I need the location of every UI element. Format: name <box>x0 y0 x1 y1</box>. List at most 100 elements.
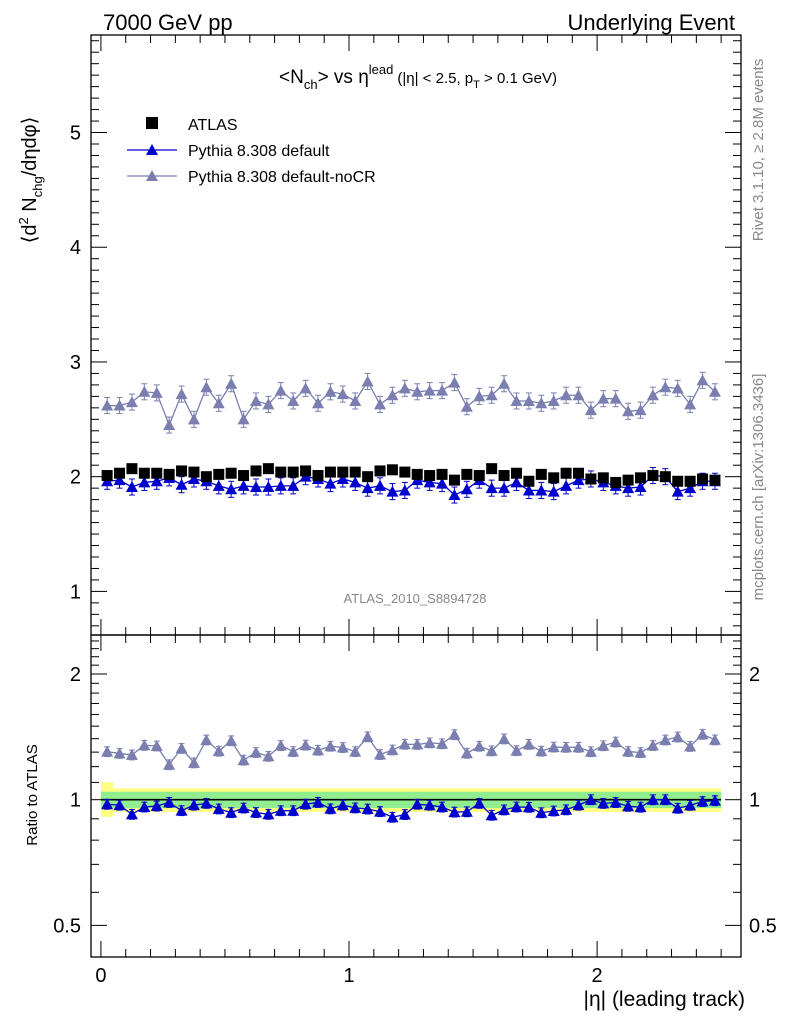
pythia-8-308-default-nocr-point <box>349 394 362 406</box>
ratio-pythia-8-308-default-nocr-point <box>361 730 374 742</box>
ratio-pythia-8-308-default-point <box>312 796 325 808</box>
pythia-8-308-default-point <box>336 472 349 484</box>
ratio-pythia-8-308-default-nocr-point <box>659 733 672 745</box>
pythia-8-308-default-nocr-point <box>560 389 573 401</box>
pythia-8-308-default-nocr-point <box>361 375 374 387</box>
atlas-point <box>324 466 336 478</box>
pythia-8-308-default-point <box>485 482 498 494</box>
atlas-point <box>411 468 423 480</box>
ratio-pythia-8-308-default-nocr-point <box>237 754 250 766</box>
ratio-pythia-8-308-default-nocr-point <box>138 739 151 751</box>
ratio-pythia-8-308-default-point <box>423 799 436 811</box>
pythia-8-308-default-nocr-point <box>125 396 138 408</box>
pythia-8-308-default-nocr-point <box>386 389 399 401</box>
pythia-8-308-default-nocr-line <box>107 379 716 427</box>
y-tick-label-main: 5 <box>70 123 81 145</box>
ratio-pythia-8-308-default-nocr-point <box>299 739 312 751</box>
pythia-8-308-default-point <box>349 476 362 488</box>
ratio-pythia-8-308-default-nocr-point <box>671 730 684 742</box>
atlas-point <box>697 473 709 485</box>
ratio-series <box>101 728 721 823</box>
y-tick-label-ratio-right: 0.5 <box>749 915 777 937</box>
ratio-pythia-8-308-default-point <box>237 802 250 814</box>
ratio-pythia-8-308-default-nocr-point <box>113 747 126 759</box>
atlas-point <box>225 467 237 479</box>
ratio-pythia-8-308-default-nocr-point <box>125 748 138 760</box>
plot-title-main-prefix: <N <box>279 67 304 88</box>
y-tick-label-main: 3 <box>70 352 81 374</box>
ratio-pythia-8-308-default-nocr-point <box>485 744 498 756</box>
pythia-8-308-default-point <box>150 475 163 487</box>
pythia-8-308-default-nocr-point <box>597 392 610 404</box>
y-tick-label-ratio-right: 2 <box>749 664 760 686</box>
pythia-8-308-default-nocr-point <box>274 384 287 396</box>
pythia-8-308-default-nocr-point <box>436 384 449 396</box>
pythia-8-308-default-point <box>125 481 138 493</box>
ylabel-part-c: N <box>19 197 41 217</box>
ylabel-part-a: ⟨d <box>19 224 41 243</box>
pythia-8-308-default-point <box>287 479 300 491</box>
pythia-8-308-default-nocr-point <box>460 400 473 412</box>
legend-atlas-marker <box>146 117 158 129</box>
ratio-pythia-8-308-default-point <box>522 801 535 813</box>
atlas-point <box>684 475 696 487</box>
ratio-pythia-8-308-default-point <box>324 802 337 814</box>
pythia-8-308-default-point <box>212 479 225 491</box>
ratio-pythia-8-308-default-nocr-point <box>101 745 114 757</box>
plot-title-cuts-sub: T <box>473 79 480 91</box>
pythia-8-308-default-nocr-point <box>510 394 523 406</box>
ratio-pythia-8-308-default-nocr-point <box>547 741 560 753</box>
ratio-pythia-8-308-default-point <box>299 798 312 810</box>
ratio-pythia-8-308-default-nocr-point <box>609 736 622 748</box>
y-tick-label-main: 1 <box>70 581 81 603</box>
ratio-pythia-8-308-default-point <box>398 808 411 820</box>
atlas-point <box>424 470 436 482</box>
atlas-point <box>560 467 572 479</box>
pythia-8-308-default-nocr-point <box>163 419 176 431</box>
pythia-8-308-default-nocr-point <box>312 397 325 409</box>
ratio-pythia-8-308-default-point <box>708 794 721 806</box>
pythia-8-308-default-nocr-point <box>336 388 349 400</box>
atlas-point <box>312 470 324 482</box>
atlas-point <box>610 476 622 488</box>
pythia-8-308-default-nocr-point <box>237 413 250 425</box>
pythia-8-308-default-point <box>460 483 473 495</box>
pythia-8-308-default-point <box>374 479 387 491</box>
atlas-point <box>672 475 684 487</box>
atlas-point <box>275 466 287 478</box>
ratio-pythia-8-308-default-point <box>473 797 486 809</box>
x-tick-label: 1 <box>343 965 354 987</box>
pythia-8-308-default-point <box>622 482 635 494</box>
ratio-pythia-8-308-default-point <box>386 811 399 823</box>
pythia-8-308-default-point <box>187 472 200 484</box>
ratio-pythia-8-308-default-nocr-point <box>460 747 473 759</box>
pythia-8-308-default-point <box>175 478 188 490</box>
pythia-8-308-default-point <box>448 489 461 501</box>
atlas-point <box>349 466 361 478</box>
legend-nocr-marker <box>146 170 158 181</box>
ratio-pythia-8-308-default-point <box>113 799 126 811</box>
atlas-point <box>498 470 510 482</box>
ratio-pythia-8-308-default-point <box>101 798 114 810</box>
ratio-pythia-8-308-default-nocr-point <box>411 738 424 750</box>
ratio-pythia-8-308-default-point <box>597 797 610 809</box>
atlas-point <box>101 470 113 482</box>
ratio-pythia-8-308-default-point <box>671 802 684 814</box>
pythia-8-308-default-nocr-point <box>411 385 424 397</box>
pythia-8-308-default-point <box>684 482 697 494</box>
pythia-8-308-default-point <box>572 474 585 486</box>
atlas-point <box>448 474 460 486</box>
ylabel-part-e: /dηdφ⟩ <box>19 117 41 177</box>
pythia-8-308-default-nocr-point <box>113 399 126 411</box>
pythia-8-308-default-point <box>262 481 275 493</box>
main-y-axis-label: ⟨d2 Nchg/dηdφ⟩ <box>16 117 45 244</box>
atlas-point <box>647 470 659 482</box>
ratio-pythia-8-308-default-point <box>374 805 387 817</box>
pythia-8-308-default-nocr-point <box>671 382 684 394</box>
mcplots-label: mcplots.cern.ch [arXiv:1306.3436] <box>750 374 767 601</box>
pythia-8-308-default-nocr-point <box>175 388 188 400</box>
pythia-8-308-default-point <box>510 476 523 488</box>
ratio-pythia-8-308-default-nocr-point <box>436 737 449 749</box>
atlas-point <box>659 471 671 483</box>
